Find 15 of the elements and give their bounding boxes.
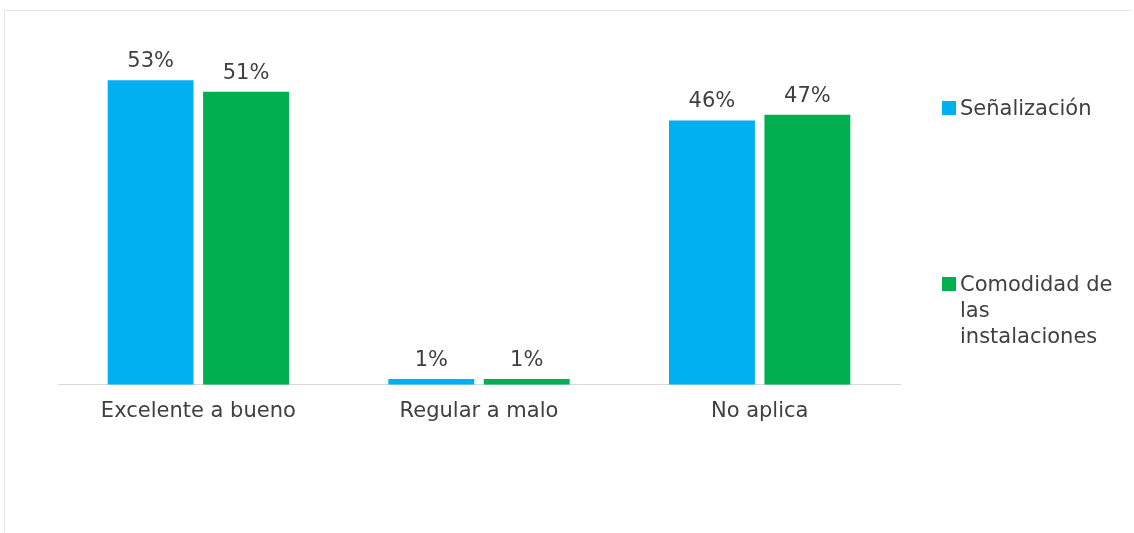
x-tick-label: Excelente a bueno bbox=[100, 397, 296, 422]
legend-label: Comodidad de las instalaciones bbox=[960, 271, 1114, 349]
bar bbox=[669, 120, 755, 385]
data-label: 1% bbox=[414, 347, 448, 372]
legend-label: Señalización bbox=[960, 95, 1092, 121]
data-label: 51% bbox=[222, 59, 270, 84]
bar bbox=[107, 80, 194, 385]
x-tick-label: Regular a malo bbox=[399, 397, 559, 422]
data-label: 1% bbox=[510, 347, 544, 372]
data-label: 47% bbox=[784, 82, 831, 107]
bar bbox=[764, 114, 851, 385]
x-tick-label: No aplica bbox=[710, 397, 809, 422]
data-label: 46% bbox=[688, 88, 736, 113]
bar bbox=[203, 91, 289, 385]
data-label: 53% bbox=[127, 48, 174, 73]
